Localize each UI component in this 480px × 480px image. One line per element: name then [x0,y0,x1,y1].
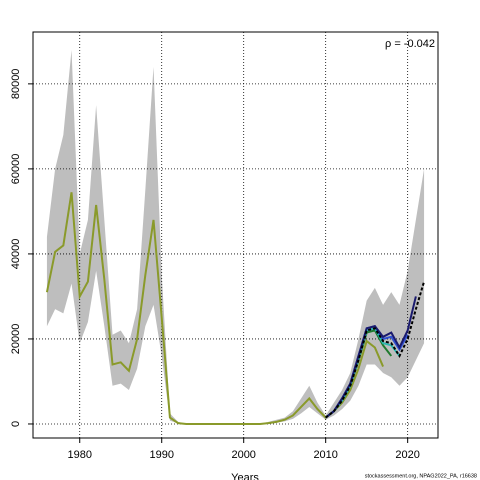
x-axis-label: Years [231,472,259,480]
y-tick-label: 80000 [10,69,22,100]
x-tick-label: 2010 [313,449,337,461]
confidence-band [46,49,425,424]
y-tick-label: 60000 [10,154,22,185]
plot-frame [32,31,439,439]
series-line [325,281,426,419]
x-tick-label: 2020 [395,449,419,461]
series-line [325,296,417,419]
annotation: ρ = -0.042 [385,38,435,50]
y-tick-label: 0 [10,421,22,427]
y-tick-label: 40000 [10,239,22,270]
y-tick-label: 20000 [10,324,22,355]
x-tick-label: 1980 [67,449,91,461]
x-tick-label: 1990 [149,449,173,461]
footer: stockassessment.org, NPAG2022_PA, r16638 [365,473,477,479]
x-tick-label: 2000 [231,449,255,461]
